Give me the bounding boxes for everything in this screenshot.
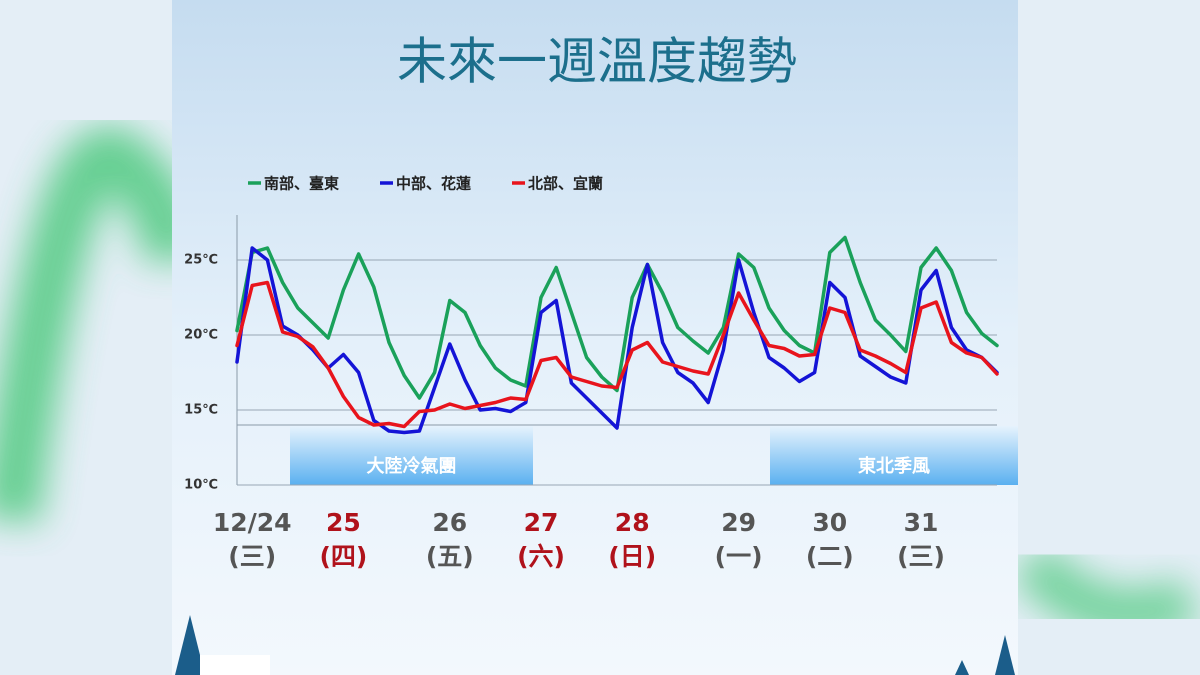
x-tick-sublabel: (二) [806, 542, 854, 571]
decoration [0, 126, 202, 524]
decoration [1011, 543, 1200, 639]
annotation-band [290, 426, 533, 485]
x-tick-sublabel: (六) [517, 542, 565, 571]
x-tick-label: 30 [812, 508, 847, 537]
legend-label: 南部、臺東 [264, 175, 339, 193]
x-tick-sublabel: (一) [715, 542, 763, 571]
x-tick-label: 12/24 [213, 508, 292, 537]
x-tick-sublabel: (五) [426, 542, 474, 571]
x-tick-label: 31 [904, 508, 939, 537]
x-tick-label: 28 [615, 508, 650, 537]
y-tick-label: 10℃ [184, 478, 218, 493]
annotation-band [770, 426, 1018, 485]
series-line [235, 280, 999, 429]
x-tick-label: 26 [432, 508, 467, 537]
x-tick-sublabel: (三) [897, 542, 945, 571]
annotation: 東北季風 [858, 455, 930, 477]
series-line [235, 246, 999, 435]
x-tick-sublabel: (四) [319, 542, 367, 571]
house [200, 655, 270, 675]
x-tick-label: 25 [326, 508, 361, 537]
x-tick-sublabel: (三) [228, 542, 276, 571]
panel [172, 0, 1018, 675]
x-tick-label: 29 [721, 508, 756, 537]
x-tick-sublabel: (日) [608, 542, 656, 571]
annotation: 大陸冷氣團 [367, 455, 457, 477]
y-tick-label: 20℃ [184, 328, 218, 343]
legend-label: 北部、宜蘭 [528, 175, 603, 193]
x-tick-label: 27 [524, 508, 559, 537]
chart-title: 未來一週溫度趨勢 [397, 33, 797, 91]
y-tick-label: 25℃ [184, 253, 218, 268]
legend-label: 中部、花蓮 [396, 175, 471, 193]
series-line [235, 235, 999, 400]
y-tick-label: 15℃ [184, 403, 218, 418]
